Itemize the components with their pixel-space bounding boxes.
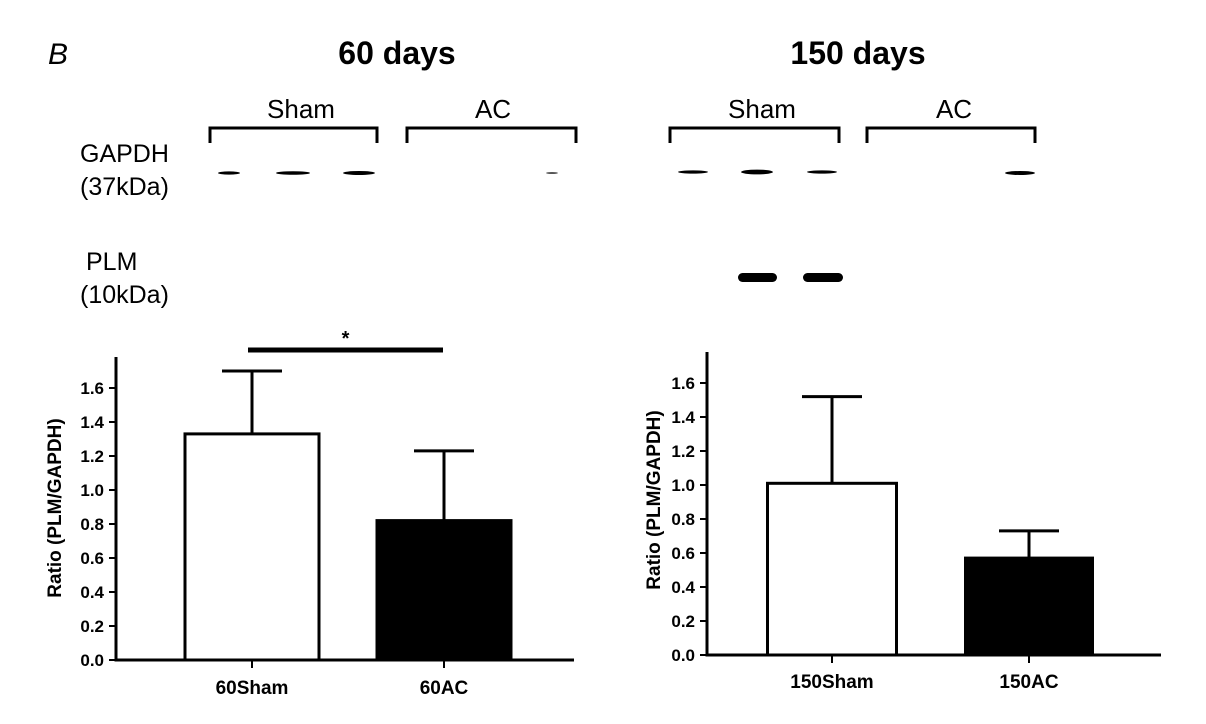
y-tick-label: 0.6 (671, 544, 695, 563)
y-tick-label: 0.4 (671, 578, 695, 597)
bracket-ac-60 (405, 126, 578, 143)
y-tick-label: 0.0 (80, 651, 104, 670)
plm-blot-bands (738, 273, 843, 282)
gapdh-band (343, 171, 375, 175)
y-tick-label: 0.8 (80, 515, 104, 534)
bar (375, 519, 513, 662)
blot-label-plm: PLM (86, 248, 137, 276)
y-tick-label: 0.2 (671, 612, 695, 631)
gapdh-band (741, 169, 773, 175)
y-tick-label: 0.2 (80, 617, 104, 636)
plm-band (803, 273, 843, 282)
gapdh-band (218, 171, 240, 175)
chart-60-days: Ratio (PLM/GAPDH) 0.0 0.2 0.4 0.6 0.8 1.0 1.2 1… (45, 328, 574, 699)
group-label-ac-60: AC (475, 94, 511, 124)
y-axis-label: Ratio (PLM/GAPDH) (45, 418, 66, 597)
group-label-sham-150: Sham (728, 94, 796, 124)
chart-150-days: Ratio (PLM/GAPDH) 0.0 0.2 0.4 0.6 0.8 1.0 1.2 1… (644, 352, 1161, 693)
y-tick-label: 0.4 (80, 583, 104, 602)
bracket-ac-150 (865, 126, 1037, 143)
gapdh-band (546, 172, 558, 174)
chart-title-60-days: 60 days (338, 35, 455, 71)
x-category-label: 150Sham (790, 672, 873, 693)
y-tick-label: 1.6 (671, 374, 695, 393)
bar (964, 556, 1094, 657)
group-label-ac-150: AC (936, 94, 972, 124)
blot-label-gapdh: GAPDH (80, 140, 169, 168)
y-tick-label: 1.0 (671, 476, 695, 495)
significance-marker: * (342, 328, 350, 350)
y-tick-label: 1.4 (80, 413, 104, 432)
x-category-label: 60Sham (216, 678, 289, 699)
y-tick-label: 1.2 (671, 442, 695, 461)
y-tick-label: 0.0 (671, 646, 695, 665)
plm-band (738, 273, 777, 282)
gapdh-band (1005, 171, 1035, 175)
blot-label-plm-kda: (10kDa) (80, 281, 169, 309)
gapdh-band (807, 170, 837, 174)
gapdh-blot-bands (218, 169, 1035, 175)
y-axis-label: Ratio (PLM/GAPDH) (644, 410, 665, 589)
gapdh-band (678, 170, 708, 174)
panel-label: B (48, 38, 68, 71)
bar (766, 481, 898, 657)
bar (183, 432, 321, 662)
gapdh-band (276, 171, 310, 175)
y-tick-label: 1.6 (80, 379, 104, 398)
y-tick-label: 0.8 (671, 510, 695, 529)
blot-label-gapdh-kda: (37kDa) (80, 173, 169, 201)
bracket-sham-150 (668, 126, 841, 143)
y-tick-label: 1.0 (80, 481, 104, 500)
chart-title-150-days: 150 days (790, 35, 925, 71)
y-tick-label: 1.4 (671, 408, 695, 427)
bracket-sham-60 (208, 126, 379, 143)
y-tick-label: 0.6 (80, 549, 104, 568)
x-category-label: 150AC (999, 672, 1058, 693)
y-tick-label: 1.2 (80, 447, 104, 466)
group-label-sham-60: Sham (267, 94, 335, 124)
x-category-label: 60AC (420, 678, 469, 699)
